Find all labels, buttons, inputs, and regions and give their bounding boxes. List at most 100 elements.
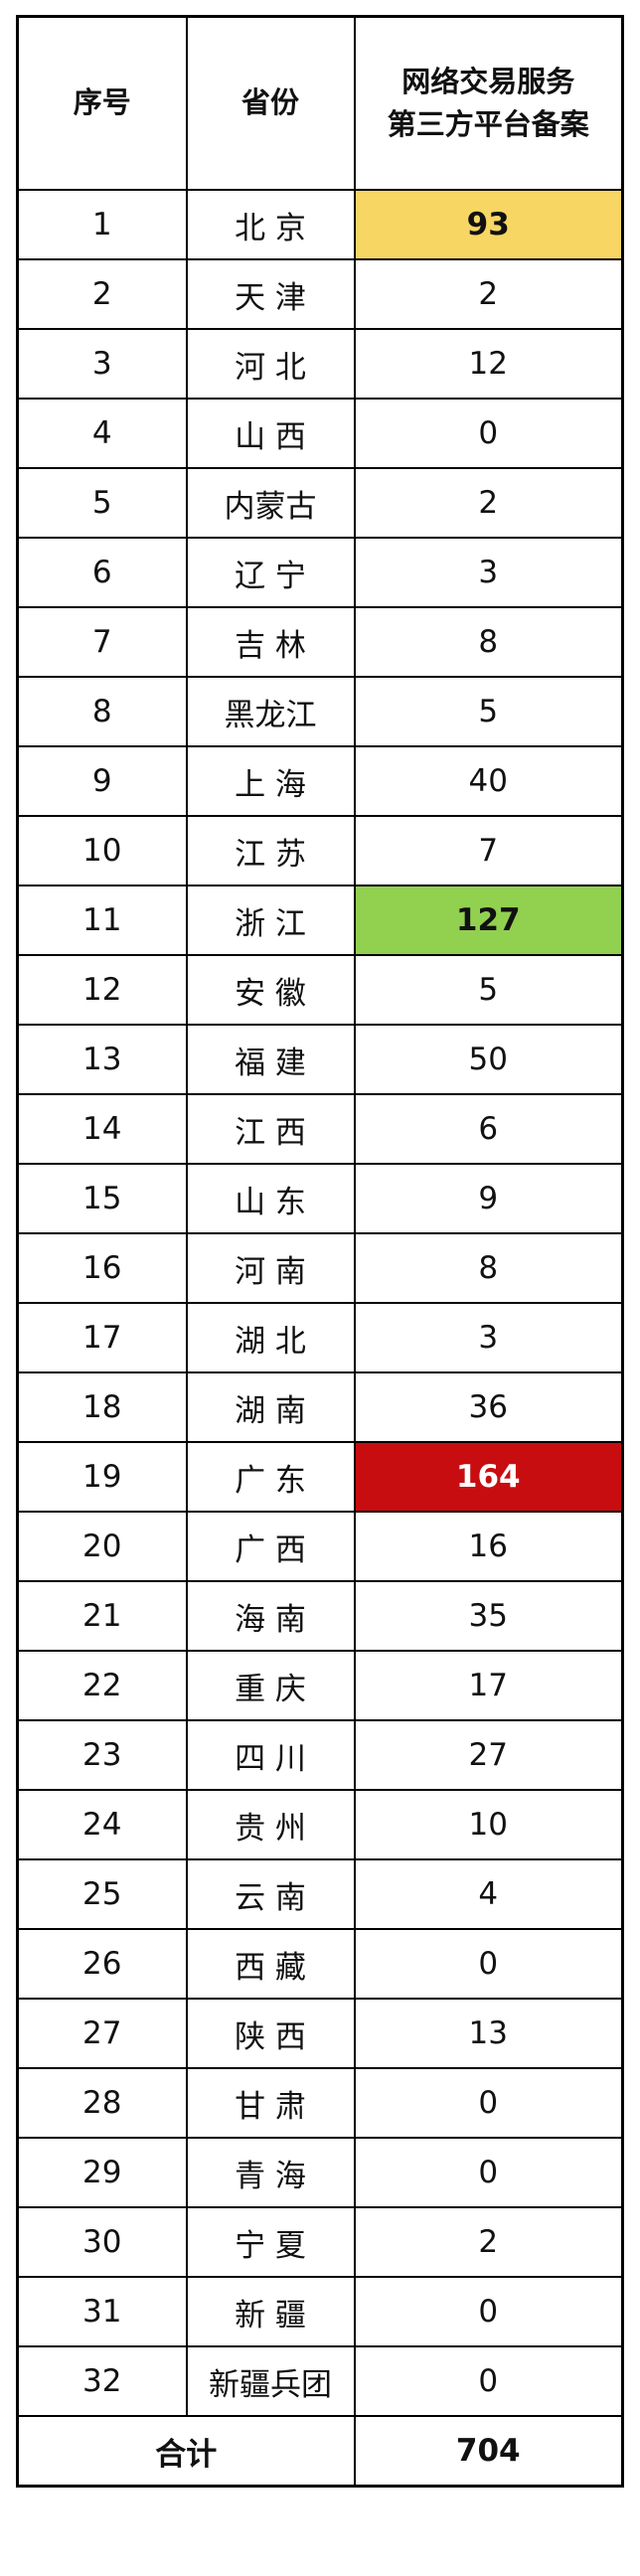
table-row: 11 浙 江 127 (16, 885, 624, 956)
province-cell: 山 东 (185, 1163, 356, 1234)
filing-count-cell: 3 (353, 537, 624, 608)
serial-number-cell: 20 (16, 1511, 188, 1582)
serial-number-cell: 8 (16, 676, 188, 747)
serial-number-cell: 21 (16, 1580, 188, 1652)
serial-number-cell: 18 (16, 1371, 188, 1443)
filing-count-cell: 5 (353, 954, 624, 1026)
serial-number-cell: 9 (16, 745, 188, 817)
serial-number-cell: 25 (16, 1858, 188, 1930)
province-cell: 江 西 (185, 1093, 356, 1165)
serial-number-cell: 30 (16, 2206, 188, 2278)
province-cell: 江 苏 (185, 815, 356, 886)
serial-number-cell: 4 (16, 398, 188, 469)
province-cell: 辽 宁 (185, 537, 356, 608)
table-row: 19 广 东 164 (16, 1441, 624, 1513)
filing-count-cell: 127 (353, 885, 624, 956)
province-cell: 湖 南 (185, 1371, 356, 1443)
filing-count-cell: 27 (353, 1719, 624, 1791)
province-cell: 北 京 (185, 189, 356, 260)
serial-number-cell: 27 (16, 1998, 188, 2069)
filing-count-cell: 2 (353, 258, 624, 330)
filing-count-cell: 2 (353, 467, 624, 539)
filing-count-cell: 12 (353, 328, 624, 400)
serial-number-cell: 6 (16, 537, 188, 608)
province-cell: 山 西 (185, 398, 356, 469)
filing-count-cell: 50 (353, 1024, 624, 1095)
filing-count-cell: 36 (353, 1371, 624, 1443)
province-cell: 西 藏 (185, 1928, 356, 2000)
table-header: 序号 省份 网络交易服务 第三方平台备案 (16, 15, 624, 191)
table-row: 8 黑龙江 5 (16, 676, 624, 747)
serial-number-cell: 23 (16, 1719, 188, 1791)
filing-count-cell: 0 (353, 2137, 624, 2208)
filing-count-cell: 5 (353, 676, 624, 747)
serial-number-cell: 1 (16, 189, 188, 260)
serial-number-cell: 15 (16, 1163, 188, 1234)
table-row: 13 福 建 50 (16, 1024, 624, 1095)
total-row: 合计 704 (16, 2415, 624, 2488)
header-platform-filing-line1: 网络交易服务 (401, 64, 575, 98)
province-cell: 黑龙江 (185, 676, 356, 747)
province-cell: 福 建 (185, 1024, 356, 1095)
province-cell: 青 海 (185, 2137, 356, 2208)
filing-count-cell: 10 (353, 1789, 624, 1860)
filing-count-cell: 35 (353, 1580, 624, 1652)
province-cell: 河 北 (185, 328, 356, 400)
table-footer: 合计 704 (16, 2415, 624, 2488)
serial-number-cell: 22 (16, 1650, 188, 1721)
serial-number-cell: 11 (16, 885, 188, 956)
province-cell: 贵 州 (185, 1789, 356, 1860)
filing-count-cell: 0 (353, 398, 624, 469)
province-cell: 内蒙古 (185, 467, 356, 539)
serial-number-cell: 10 (16, 815, 188, 886)
filing-count-cell: 0 (353, 2276, 624, 2347)
table-row: 18 湖 南 36 (16, 1371, 624, 1443)
serial-number-cell: 17 (16, 1302, 188, 1373)
header-platform-filing-line2: 第三方平台备案 (387, 107, 589, 141)
table-row: 5 内蒙古 2 (16, 467, 624, 539)
filing-count-cell: 16 (353, 1511, 624, 1582)
filing-count-cell: 7 (353, 815, 624, 886)
serial-number-cell: 7 (16, 606, 188, 678)
province-cell: 甘 肃 (185, 2067, 356, 2139)
filing-count-cell: 8 (353, 1232, 624, 1304)
province-cell: 广 东 (185, 1441, 356, 1513)
table-row: 24 贵 州 10 (16, 1789, 624, 1860)
province-cell: 宁 夏 (185, 2206, 356, 2278)
serial-number-cell: 16 (16, 1232, 188, 1304)
header-row: 序号 省份 网络交易服务 第三方平台备案 (16, 15, 624, 191)
header-platform-filing: 网络交易服务 第三方平台备案 (353, 15, 624, 191)
province-cell: 广 西 (185, 1511, 356, 1582)
table-row: 20 广 西 16 (16, 1511, 624, 1582)
filing-count-cell: 3 (353, 1302, 624, 1373)
filing-count-cell: 4 (353, 1858, 624, 1930)
province-cell: 新 疆 (185, 2276, 356, 2347)
province-cell: 四 川 (185, 1719, 356, 1791)
filing-count-cell: 164 (353, 1441, 624, 1513)
serial-number-cell: 32 (16, 2345, 188, 2417)
province-cell: 湖 北 (185, 1302, 356, 1373)
filing-count-cell: 40 (353, 745, 624, 817)
table-row: 32 新疆兵团 0 (16, 2345, 624, 2417)
table-row: 27 陕 西 13 (16, 1998, 624, 2069)
total-value: 704 (353, 2415, 624, 2488)
header-serial-number: 序号 (16, 15, 188, 191)
